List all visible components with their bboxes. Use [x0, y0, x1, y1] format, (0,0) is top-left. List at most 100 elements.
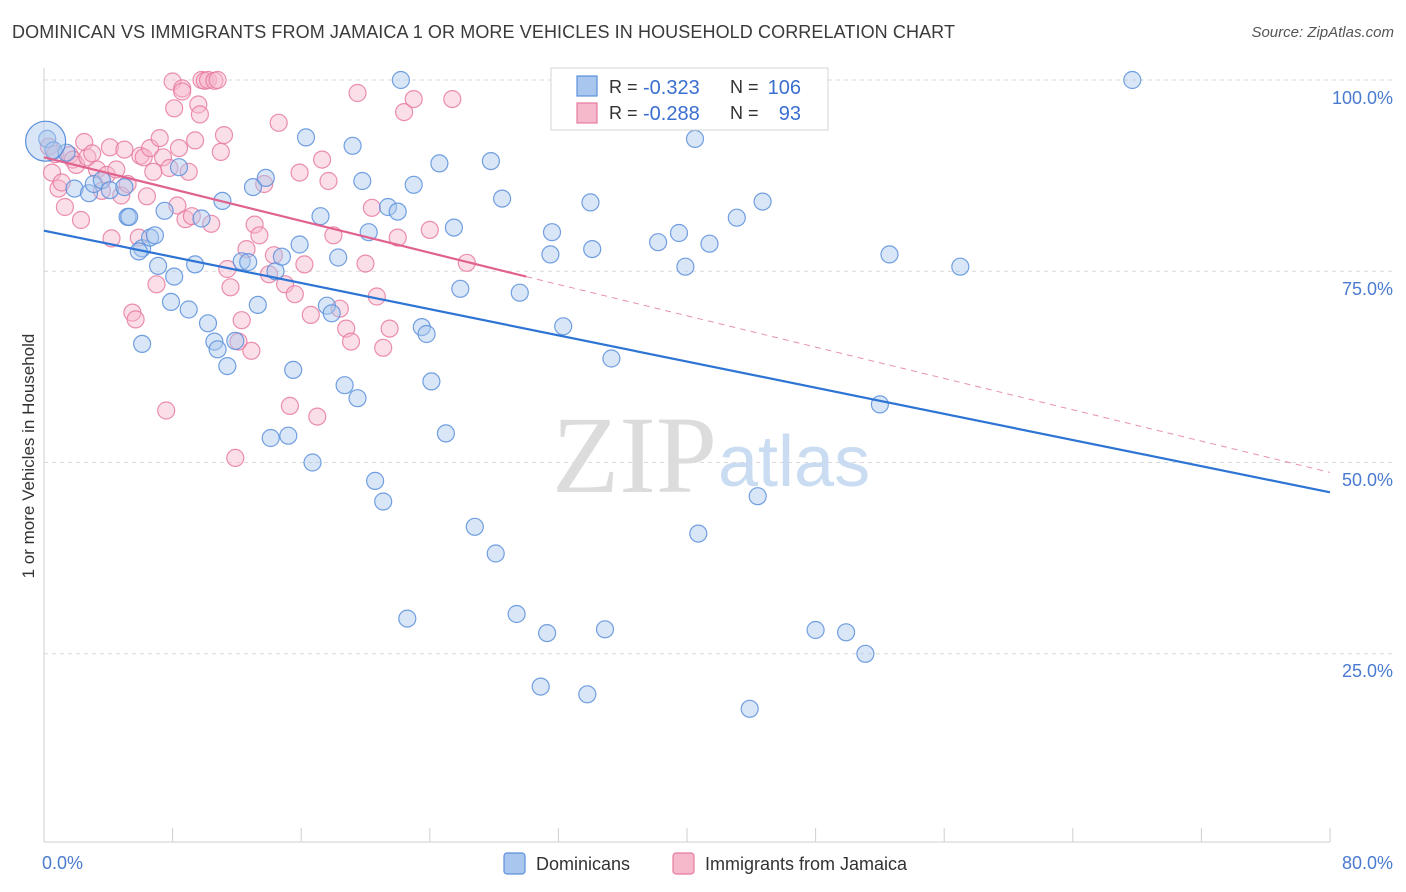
dominicans-point-79	[581, 193, 600, 212]
dominicans-point-42	[303, 453, 322, 472]
dominicans-point-28	[218, 357, 237, 376]
dominicans-point-57	[398, 609, 417, 628]
jamaica-point-31	[150, 129, 169, 148]
dominicans-point-40	[290, 235, 309, 254]
jamaica-point-81	[362, 198, 381, 217]
dominicans-point-98	[880, 245, 899, 264]
jamaica-point-85	[388, 228, 407, 247]
dominicans-point-62	[430, 154, 449, 173]
jamaica-point-65	[269, 113, 288, 132]
dominicans-point-60	[417, 324, 436, 344]
dominicans-point-63	[436, 424, 455, 443]
dominicans-point-100	[1123, 70, 1142, 90]
watermark-atlas: atlas	[718, 422, 870, 502]
dominicans-point-15	[155, 201, 174, 220]
y-axis-title: 1 or more Vehicles in Household	[19, 334, 38, 579]
jamaica-point-47	[198, 70, 218, 90]
jamaica-point-70	[295, 255, 314, 274]
jamaica-point-71	[301, 305, 320, 324]
dominicans-point-14	[149, 256, 168, 275]
dominicans-point-66	[465, 517, 484, 536]
jamaica-point-33	[157, 401, 176, 420]
trend-line-jamaica-extension	[526, 276, 1331, 473]
chart-title: DOMINICAN VS IMMIGRANTS FROM JAMAICA 1 O…	[12, 22, 956, 42]
chart-source: Source: ZipAtlas.com	[1251, 24, 1394, 41]
jamaica-point-48	[202, 214, 221, 233]
stats-r-label-dominicans: R =	[609, 77, 638, 97]
jamaica-point-41	[179, 162, 198, 181]
dominicans-point-31	[239, 253, 258, 272]
jamaica-point-16	[100, 138, 120, 157]
dominicans-point-53	[374, 492, 393, 511]
legend-label-dominicans: Dominicans	[536, 854, 630, 874]
jamaica-point-32	[153, 148, 173, 167]
jamaica-point-34	[160, 158, 179, 178]
x-tick-label-min: 0.0%	[42, 853, 83, 873]
jamaica-point-74	[319, 171, 338, 191]
dominicans-point-39	[284, 360, 303, 379]
jamaica-point-84	[380, 319, 399, 338]
jamaica-point-35	[163, 72, 182, 91]
y-tick-label-50: 50.0%	[1342, 470, 1393, 490]
legend: Dominicans Immigrants from Jamaica	[503, 852, 908, 875]
jamaica-point-80	[356, 254, 375, 273]
jamaica-point-60	[245, 215, 264, 234]
jamaica-point-67	[280, 396, 299, 415]
dominicans-point-67	[481, 152, 500, 171]
dominicans-point-26	[208, 340, 227, 359]
dominicans-point-19	[133, 334, 152, 353]
dominicans-point-29	[226, 331, 245, 350]
jamaica-point-52	[214, 126, 234, 145]
legend-label-jamaica: Immigrants from Jamaica	[705, 854, 908, 874]
dominicans-point-65	[451, 279, 470, 298]
jamaica-point-88	[420, 220, 439, 239]
dominicans-point-80	[583, 240, 602, 259]
dominicans-point-58	[404, 175, 423, 194]
dominicans-point-52	[366, 471, 385, 490]
jamaica-point-36	[165, 99, 184, 118]
dominicans-point-35	[261, 428, 280, 448]
stats-r-value-dominicans: -0.323	[643, 77, 700, 99]
x-axis-ticks	[172, 828, 1331, 842]
jamaica-point-61	[250, 226, 269, 245]
jamaica-point-86	[395, 102, 414, 122]
dominicans-point-43	[311, 207, 330, 226]
jamaica-point-28	[141, 139, 160, 158]
dominicans-point-3	[65, 179, 84, 198]
dominicans-point-17	[165, 267, 184, 286]
jamaica-point-62	[255, 174, 274, 194]
dominicans-point-86	[685, 129, 705, 148]
y-tick-label-75: 75.0%	[1342, 279, 1393, 299]
dominicans-point-68	[486, 544, 505, 563]
dominicans-point-56	[391, 70, 410, 90]
jamaica-point-12	[83, 144, 102, 163]
jamaica-point-43	[186, 131, 205, 150]
dominicans-point-81	[595, 620, 615, 639]
jamaica-point-92	[190, 105, 209, 124]
stats-n-label-dominicans: N =	[730, 77, 759, 97]
jamaica-point-57	[232, 311, 251, 330]
jamaica-point-54	[221, 278, 240, 297]
stats-swatch-jamaica	[576, 102, 598, 124]
jamaica-point-73	[313, 150, 332, 169]
dominicans-point-96	[856, 644, 875, 663]
jamaica-point-30	[147, 275, 166, 294]
dominicans-point-30	[232, 252, 251, 271]
dominicans-point-50	[353, 171, 372, 191]
jamaica-point-83	[374, 338, 393, 357]
dominicans-point-82	[602, 349, 621, 368]
dominicans-point-46	[329, 248, 348, 267]
watermark: ZIP atlas	[552, 394, 870, 516]
jamaica-point-29	[144, 162, 163, 181]
jamaica-point-9	[71, 210, 91, 230]
dominicans-point-94	[806, 620, 825, 640]
legend-swatch-jamaica	[672, 852, 695, 875]
jamaica-point-87	[404, 89, 423, 109]
dominicans-point-16	[161, 292, 181, 311]
dominicans-point-54	[378, 197, 398, 217]
stats-n-value-jamaica: 93	[779, 103, 801, 125]
dominicans-point-76	[554, 317, 573, 336]
stats-n-value-dominicans: 106	[768, 77, 801, 99]
dominicans-point-32	[243, 178, 263, 197]
dominicans-point-23	[192, 209, 211, 228]
